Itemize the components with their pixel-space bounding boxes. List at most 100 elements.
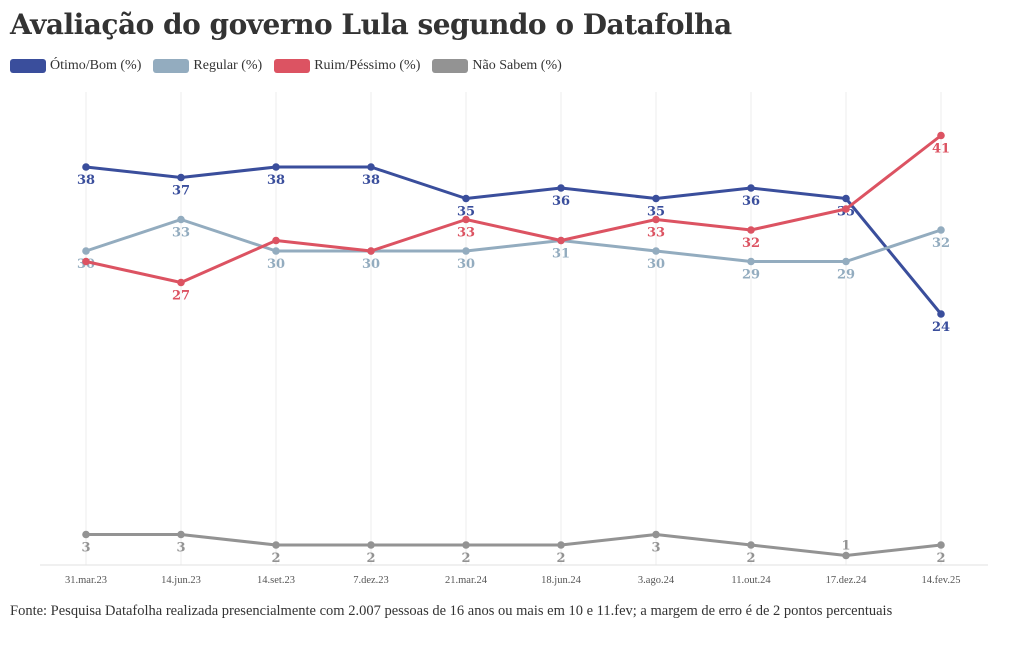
data-label: 35 — [647, 205, 665, 220]
data-point[interactable] — [557, 184, 565, 192]
data-point[interactable] — [747, 541, 755, 549]
data-label: 1 — [841, 539, 850, 554]
legend-item-otimo-bom[interactable]: Ótimo/Bom (%) — [10, 58, 141, 74]
data-point[interactable] — [842, 257, 850, 266]
chart-title: Avaliação do governo Lula segundo o Data… — [10, 8, 732, 41]
data-label: 32 — [932, 236, 950, 251]
data-label: 2 — [271, 551, 280, 566]
data-point[interactable] — [557, 541, 565, 549]
data-point[interactable] — [177, 530, 185, 539]
data-point[interactable] — [82, 247, 90, 255]
line-chart: 31.mar.23 14.jun.23 14.set.23 7.dez.23 21.ma… — [40, 92, 988, 586]
legend-swatch — [432, 59, 469, 73]
data-point[interactable] — [652, 530, 660, 539]
data-label: 30 — [362, 257, 380, 272]
data-label: 29 — [742, 268, 760, 283]
data-label: 2 — [556, 551, 565, 566]
legend-label: Ótimo/Bom (%) — [50, 58, 142, 73]
data-point[interactable] — [652, 194, 660, 203]
data-point[interactable] — [937, 131, 945, 140]
data-point[interactable] — [937, 541, 945, 549]
legend-item-ruim-pessimo[interactable]: Ruim/Péssimo (%) — [274, 58, 420, 74]
legend-swatch — [274, 59, 311, 73]
data-point[interactable] — [367, 541, 375, 549]
legend-swatch — [10, 59, 46, 73]
x-tick-label: 14.fev.25 — [922, 575, 961, 586]
data-point[interactable] — [842, 551, 850, 560]
x-tick-label: 7.dez.23 — [353, 575, 389, 586]
data-label: 30 — [267, 257, 285, 272]
data-label: 2 — [366, 551, 375, 566]
series-0 — [82, 163, 945, 318]
data-label: 30 — [457, 257, 475, 272]
data-point[interactable] — [937, 226, 945, 234]
x-tick-label: 17.dez.24 — [826, 575, 868, 586]
data-point[interactable] — [367, 163, 375, 171]
data-label: 2 — [746, 551, 755, 566]
data-label: 31 — [552, 247, 570, 262]
data-point[interactable] — [747, 257, 755, 266]
data-point[interactable] — [842, 205, 850, 213]
legend-item-nao-sabem[interactable]: Não Sabem (%) — [432, 58, 562, 74]
data-point[interactable] — [177, 173, 185, 182]
data-point[interactable] — [177, 215, 185, 224]
data-point[interactable] — [557, 236, 565, 245]
series-2 — [82, 131, 945, 287]
data-label: 38 — [77, 173, 95, 188]
data-point[interactable] — [82, 163, 90, 171]
legend-label: Ruim/Péssimo (%) — [314, 58, 421, 73]
data-label: 36 — [552, 194, 570, 209]
legend: Ótimo/Bom (%) Regular (%) Ruim/Péssimo (… — [10, 58, 562, 74]
data-point[interactable] — [462, 247, 470, 255]
data-label: 38 — [362, 173, 380, 188]
legend-label: Não Sabem (%) — [472, 58, 562, 73]
x-tick-label: 21.mar.24 — [445, 575, 488, 586]
data-point[interactable] — [462, 215, 470, 224]
x-tick-label: 31.mar.23 — [65, 575, 107, 586]
data-point[interactable] — [272, 247, 280, 255]
data-label: 3 — [81, 541, 90, 556]
data-label: 3 — [651, 541, 660, 556]
data-label: 29 — [837, 268, 855, 283]
data-label: 3 — [176, 541, 185, 556]
x-tick-label: 3.ago.24 — [638, 575, 675, 586]
data-point[interactable] — [747, 184, 755, 192]
data-point[interactable] — [747, 226, 755, 234]
x-tick-label: 18.jun.24 — [541, 575, 581, 586]
data-label: 36 — [742, 194, 760, 209]
data-point[interactable] — [462, 541, 470, 549]
x-tick-label: 14.set.23 — [257, 575, 295, 586]
data-label: 38 — [267, 173, 285, 188]
data-point[interactable] — [842, 194, 850, 203]
series-line — [86, 533, 942, 557]
data-point[interactable] — [82, 530, 90, 539]
legend-label: Regular (%) — [193, 58, 263, 73]
series-line — [85, 134, 942, 284]
data-label: 30 — [647, 257, 665, 272]
data-label: 24 — [932, 320, 950, 335]
series-line — [85, 218, 942, 263]
data-point[interactable] — [82, 257, 90, 266]
series-line — [85, 165, 943, 315]
data-point[interactable] — [272, 236, 280, 245]
data-label: 33 — [172, 226, 190, 241]
legend-item-regular[interactable]: Regular (%) — [153, 58, 262, 74]
data-point[interactable] — [652, 247, 660, 255]
data-label: 37 — [172, 184, 190, 199]
data-point[interactable] — [367, 247, 375, 255]
data-label: 2 — [936, 551, 945, 566]
data-label: 32 — [742, 236, 760, 251]
data-label: 27 — [172, 289, 190, 304]
data-point[interactable] — [177, 278, 185, 287]
data-label: 41 — [932, 142, 950, 157]
series-3 — [82, 530, 945, 560]
data-point[interactable] — [937, 310, 945, 318]
x-tick-label: 11.out.24 — [731, 575, 771, 586]
series-1 — [82, 215, 945, 266]
data-point[interactable] — [462, 194, 470, 203]
data-point[interactable] — [652, 215, 660, 224]
data-point[interactable] — [272, 541, 280, 549]
legend-swatch — [153, 59, 190, 73]
x-tick-label: 14.jun.23 — [161, 575, 201, 586]
data-point[interactable] — [272, 163, 280, 171]
